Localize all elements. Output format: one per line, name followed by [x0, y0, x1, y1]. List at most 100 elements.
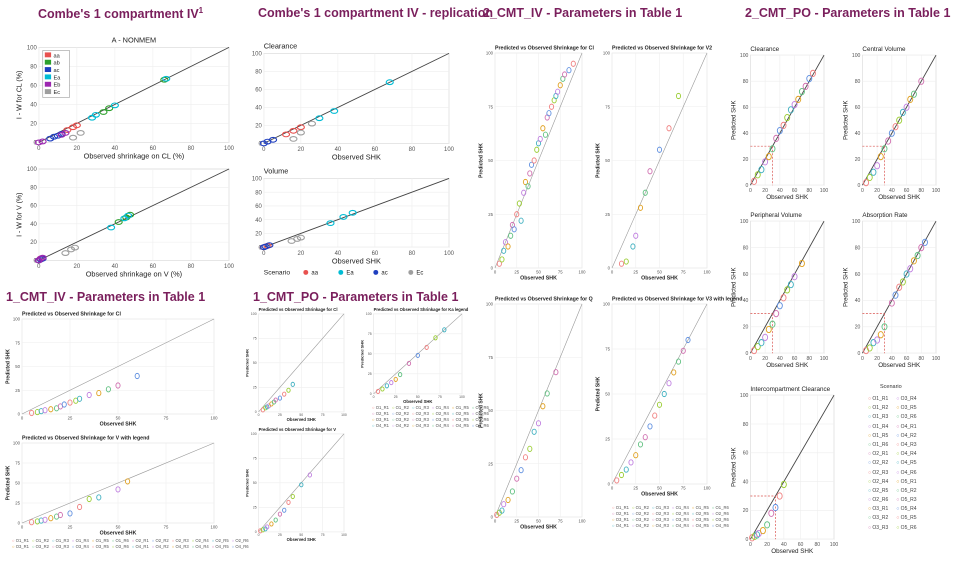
y-tick-label: 100	[486, 302, 494, 307]
y-axis-label: I - W for CL (%)	[16, 71, 23, 119]
chart-2cmt-iv-v2: Predicted vs Observed Shrinkage for V2 0 2…	[596, 46, 713, 282]
legend-2cmt-po-title: Scenario	[880, 384, 902, 390]
x-tick-label: 100	[224, 264, 235, 270]
x-tick-label: 0	[37, 146, 41, 152]
data-point	[762, 158, 769, 166]
legend-entry: ○ O3_R4	[431, 417, 449, 422]
x-tick-label: 25	[514, 270, 519, 275]
data-point-Ea	[315, 115, 324, 122]
x-tick-label: 50	[657, 486, 662, 491]
y-tick-label: 100	[251, 312, 257, 316]
x-tick-label: 80	[188, 264, 195, 270]
data-point-Ec	[296, 234, 305, 241]
y-tick-label: 25	[605, 212, 610, 217]
data-point-ab	[105, 105, 114, 112]
data-point	[531, 428, 537, 435]
data-point	[260, 527, 266, 533]
data-point	[273, 397, 278, 403]
data-point	[791, 100, 798, 109]
legend-swatch	[373, 269, 379, 275]
legend-entry: ○ O2_R5	[451, 411, 469, 416]
data-point	[77, 395, 83, 402]
legend-entry: ○ O4_R6	[231, 544, 249, 549]
legend-entry: ○ O1_R5	[868, 432, 889, 439]
y-axis-label: Predicted SHK	[479, 393, 485, 428]
chart-title: Volume	[264, 167, 289, 176]
chart-title: Predicted vs Observed Shrinkage for Cl	[495, 46, 594, 52]
x-tick-label: 80	[409, 251, 416, 257]
legend-entry: ○ O2_R1	[612, 511, 629, 516]
y-tick-label: 60	[743, 272, 749, 278]
legend-entry: ○ O4_R4	[191, 544, 209, 549]
data-point	[918, 77, 925, 85]
data-point	[397, 372, 403, 378]
data-point-Eb	[36, 255, 45, 262]
x-axis-label: Observed SHK	[766, 194, 809, 201]
legend-swatch	[44, 67, 52, 72]
legend-entry: ○ O3_R1	[12, 544, 29, 549]
data-point	[544, 390, 550, 397]
data-point-Ea	[110, 102, 119, 109]
legend-entry: ○ O1_R1	[612, 505, 629, 510]
x-tick-label: 40	[335, 147, 342, 153]
data-point	[666, 125, 672, 132]
x-tick-label: 40	[777, 356, 783, 362]
data-point-ac	[265, 242, 274, 249]
data-point	[286, 499, 291, 505]
data-point-aa	[289, 127, 298, 134]
data-point	[623, 258, 629, 265]
data-point	[787, 106, 794, 114]
data-point	[527, 170, 533, 177]
x-tick-label: 25	[514, 519, 519, 524]
data-point	[899, 108, 906, 117]
x-axis-label: Observed SHK	[287, 417, 316, 422]
y-tick-label: 75	[15, 461, 20, 466]
x-axis-label: Observed SHK	[520, 276, 557, 282]
legend-entry: ○ O2_R5	[691, 511, 709, 516]
x-tick-label: 25	[633, 486, 638, 491]
data-point	[623, 466, 629, 473]
x-tick-label: 20	[298, 251, 305, 257]
legend-swatch	[303, 269, 309, 275]
legend-entry: ○ O4_R6	[711, 523, 729, 528]
data-point	[553, 369, 559, 376]
data-point	[888, 299, 895, 307]
legend-entry: ○ O4_R5	[896, 460, 917, 467]
data-point	[885, 137, 892, 145]
data-point	[787, 280, 794, 289]
y-tick-label: 80	[30, 65, 37, 71]
data-point	[637, 204, 644, 211]
y-tick-label: 40	[30, 103, 37, 109]
legend-entry: ○ O5_R4	[896, 506, 917, 513]
data-point	[566, 67, 572, 74]
data-point	[86, 391, 92, 399]
x-tick-label: 0	[861, 356, 864, 362]
data-point	[633, 232, 639, 239]
legend-entry: ○ O5_R6	[896, 524, 917, 531]
data-point	[286, 387, 291, 393]
data-point-Ea	[326, 220, 335, 227]
data-point	[881, 323, 888, 331]
y-tick-label: 40	[855, 298, 861, 304]
legend-entry: ○ O1_R4	[431, 405, 449, 410]
y-tick-label: 25	[15, 388, 20, 393]
x-tick-label: 50	[299, 533, 303, 537]
data-point-aa	[296, 124, 305, 131]
legend-label: Eb	[54, 83, 61, 89]
data-point	[542, 131, 549, 138]
legend-entry: ○ O1_R2	[868, 405, 889, 412]
data-point	[514, 475, 520, 482]
x-axis-label: Observed SHK	[771, 548, 814, 555]
data-point	[433, 335, 438, 341]
y-tick-label: 50	[15, 364, 20, 369]
y-tick-label: 80	[255, 190, 262, 196]
y-tick-label: 50	[253, 361, 257, 365]
x-axis-label: Observed SHK	[878, 362, 921, 369]
chart-title: Predicted vs Observed Shrinkage for V3 w…	[612, 297, 742, 303]
x-tick-label: 0	[749, 188, 752, 194]
data-point	[406, 360, 412, 366]
x-tick-label: 20	[298, 147, 305, 153]
data-point-ac	[268, 136, 278, 143]
data-point	[888, 129, 895, 137]
y-axis-label: Predicted SHK	[245, 349, 250, 377]
